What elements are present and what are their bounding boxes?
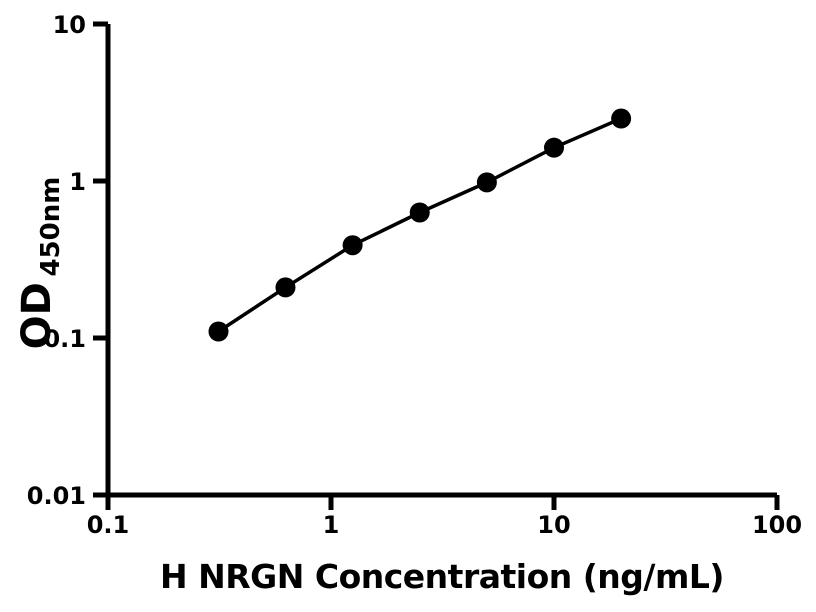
data-point-marker bbox=[544, 137, 564, 158]
data-point-marker bbox=[208, 321, 229, 342]
data-point-marker bbox=[275, 277, 296, 298]
y-axis-title-subscript: 450nm bbox=[36, 177, 66, 277]
y-tick-label: 0.01 bbox=[27, 482, 86, 510]
y-tick-label: 10 bbox=[53, 11, 86, 39]
x-tick-label: 1 bbox=[323, 511, 340, 539]
y-axis-title: OD 450nm bbox=[14, 177, 66, 350]
y-axis-title-main: OD bbox=[14, 282, 60, 349]
x-axis-title: H NRGN Concentration (ng/mL) bbox=[160, 557, 724, 596]
axis-spine bbox=[105, 24, 777, 498]
y-tick-label: 1 bbox=[69, 168, 86, 196]
data-point-marker bbox=[409, 202, 430, 223]
y-tick-label: 0.1 bbox=[43, 325, 86, 353]
x-tick-label: 100 bbox=[752, 511, 802, 539]
label-layer: H NRGN Concentration (ng/mL) OD 450nm bbox=[14, 177, 724, 596]
data-point-marker bbox=[611, 108, 632, 129]
x-tick-label: 10 bbox=[537, 511, 570, 539]
x-tick-label: 0.1 bbox=[87, 511, 130, 539]
data-point-marker bbox=[342, 235, 363, 256]
data-series-layer bbox=[208, 108, 632, 342]
data-point-marker bbox=[476, 172, 497, 193]
